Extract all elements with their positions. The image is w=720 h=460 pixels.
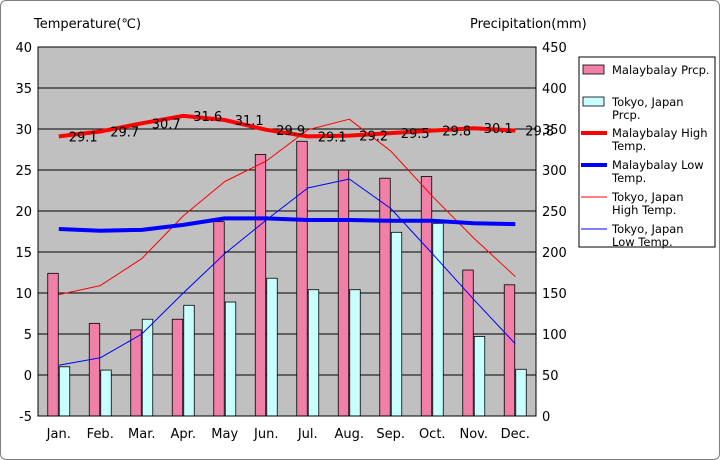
plot-area: 40 450 35 400 30 350 25 300 20 250 15 200 10 150 5 100 0… (15, 41, 566, 442)
high-temp-data-label: 30.1 (484, 122, 513, 137)
tokyo-precip-bar (141, 318, 154, 417)
right-axis-title: Precipitation(mm) (470, 17, 587, 32)
tokyo-precip-bar (183, 304, 195, 417)
left-tick-label: 20 (15, 205, 32, 220)
malaybalay-precip-bar (88, 322, 101, 417)
left-tick-label: 30 (15, 123, 32, 138)
left-tick-label: 15 (15, 246, 32, 261)
malaybalay-precip-bar (47, 272, 59, 417)
legend-malaybalay-precip-swatch (582, 64, 605, 75)
malaybalay-low-line (58, 216, 516, 233)
high-temp-data-label: 31.1 (235, 114, 264, 129)
tokyo-high-line (58, 118, 516, 296)
right-tick-label: 100 (542, 328, 567, 343)
high-temp-data-label: 31.6 (193, 110, 222, 125)
tokyo-precip-bar (224, 301, 237, 417)
x-tick-label: Jun. (253, 427, 278, 442)
tokyo-precip-bar (349, 289, 361, 417)
high-temp-data-label: 29.1 (318, 130, 347, 145)
left-tick-label: 5 (24, 328, 32, 343)
left-tick-label: 35 (15, 82, 32, 97)
high-temp-data-label: 30.7 (152, 117, 181, 132)
right-tick-label: 450 (542, 41, 567, 56)
x-tick-label: Dec. (501, 427, 530, 442)
malaybalay-precip-bar (503, 284, 516, 417)
x-tick-label: Oct. (419, 427, 446, 442)
right-tick-label: 300 (542, 164, 567, 179)
left-tick-label: 25 (15, 164, 32, 179)
legend-tokyo-precip-swatch (582, 96, 605, 107)
high-temp-data-label: 29.1 (69, 130, 98, 145)
x-tick-label: Nov. (460, 427, 489, 442)
right-tick-label: 250 (542, 205, 567, 220)
right-tick-label: 200 (542, 246, 567, 261)
tokyo-precip-bar (266, 277, 278, 417)
right-tick-label: 0 (542, 410, 550, 425)
tokyo-low-line (58, 178, 516, 366)
tokyo-precip-bar (432, 222, 444, 417)
left-axis-title: Temperature(℃) (33, 17, 141, 32)
high-temp-data-label: 29.9 (276, 124, 305, 139)
malaybalay-precip-bar (130, 329, 142, 417)
x-tick-label: Sep. (376, 427, 405, 442)
x-tick-label: Jan. (46, 427, 71, 442)
tokyo-precip-bar (473, 336, 486, 417)
x-tick-label: Mar. (128, 427, 155, 442)
legend-malaybalay-low-label: Malaybalay Low Temp. (611, 158, 704, 185)
right-tick-label: 50 (542, 369, 559, 384)
legend-malaybalay-precip-label: Malaybalay Prcp. (612, 63, 710, 77)
x-tick-label: Feb. (87, 427, 114, 442)
x-tick-label: Jul. (297, 427, 318, 442)
malaybalay-precip-bar (420, 176, 433, 417)
legend-tokyo-precip-label: Tokyo, Japan Prcp. (611, 95, 684, 122)
left-tick-label: 40 (15, 41, 32, 56)
high-temp-data-label: 29.7 (110, 125, 139, 140)
right-tick-label: 400 (542, 82, 567, 97)
x-tick-label: May (211, 427, 238, 442)
plot-border (37, 46, 537, 417)
x-tick-label: Apr. (171, 427, 196, 442)
x-tick-label: Aug. (334, 427, 364, 442)
tokyo-precip-bar (307, 289, 320, 417)
malaybalay-precip-bar (171, 318, 184, 417)
tokyo-precip-bar (515, 368, 527, 417)
tokyo-precip-bar (58, 366, 71, 417)
high-temp-data-label: 29.8 (442, 125, 471, 140)
left-tick-label: -5 (19, 410, 32, 425)
legend: Malaybalay Prcp. Tokyo, Japan Prcp. Malayba… (578, 56, 716, 249)
legend-tokyo-high-label: Tokyo, Japan High Temp. (611, 190, 684, 217)
malaybalay-precip-bar (213, 221, 225, 417)
high-temp-data-label: 29.2 (359, 130, 388, 145)
left-tick-label: 10 (15, 287, 32, 302)
malaybalay-precip-bar (254, 154, 267, 417)
high-temp-data-label: 29.5 (401, 127, 430, 142)
legend-malaybalay-high-label: Malaybalay High Temp. (611, 126, 708, 153)
malaybalay-precip-bar (296, 140, 308, 417)
malaybalay-precip-bar (337, 169, 350, 417)
left-tick-label: 0 (24, 369, 32, 384)
high-temp-data-label: 29.8 (525, 125, 554, 140)
legend-tokyo-low-label: Tokyo, Japan Low Temp. (611, 222, 684, 249)
malaybalay-precip-bar (462, 269, 474, 417)
malaybalay-high-line (58, 113, 516, 139)
malaybalay-precip-bar (379, 177, 391, 417)
tokyo-precip-bar (390, 231, 403, 417)
legend-box (578, 56, 716, 248)
right-tick-label: 350 (542, 123, 567, 138)
right-tick-label: 150 (542, 287, 567, 302)
tokyo-precip-bar (100, 369, 112, 417)
